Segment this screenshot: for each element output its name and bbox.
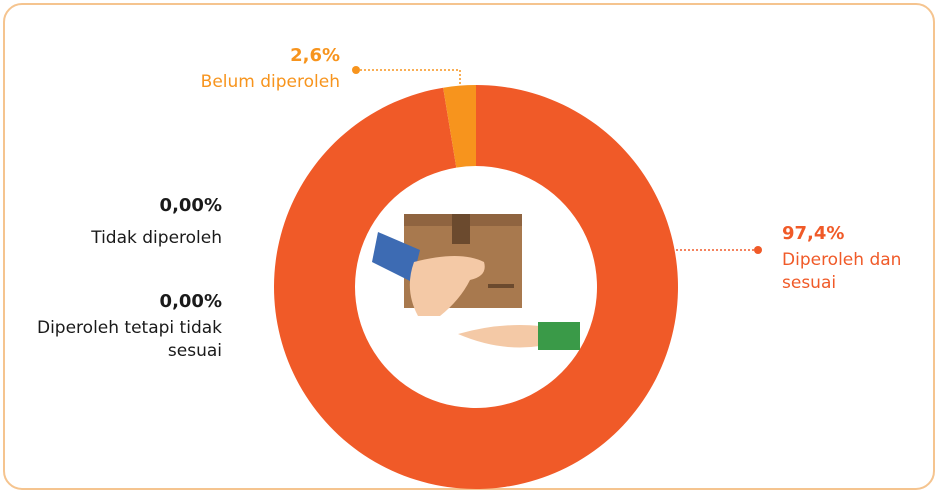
leader-dot — [754, 246, 762, 254]
slice — [443, 85, 476, 168]
leader-line — [356, 69, 461, 84]
value-label: 2,6% — [290, 45, 340, 66]
value-label: 0,00% — [159, 291, 222, 312]
slice — [273, 85, 678, 489]
slice-label: 0,00% Tidak diperoleh — [20, 194, 222, 250]
category-label: Diperoleh dan sesuai — [782, 250, 902, 293]
slice-label: 97,4% Diperoleh dan sesuai — [782, 222, 922, 295]
frame — [3, 3, 935, 490]
category-label: Tidak diperoleh — [91, 228, 222, 248]
value-label: 97,4% — [782, 223, 845, 244]
slice-label: 2,6% Belum diperoleh — [140, 44, 340, 94]
category-label: Belum diperoleh — [200, 72, 340, 92]
value-label: 0,00% — [159, 195, 222, 216]
leader-dot — [352, 66, 360, 74]
illustration — [372, 214, 580, 350]
donut — [273, 85, 678, 489]
slice-label: 0,00% Diperoleh tetapi tidak sesuai — [20, 290, 222, 363]
category-label: Diperoleh tetapi tidak sesuai — [36, 318, 222, 361]
